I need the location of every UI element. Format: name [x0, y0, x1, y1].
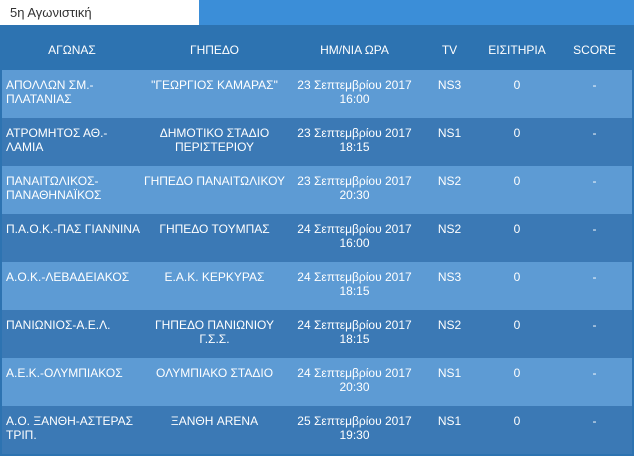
tv-cell: NS2: [437, 174, 462, 188]
fixtures-table: ΑΓΩΝΑΣ ΓΗΠΕΔΟ ΗΜ/ΝΙΑ ΩΡΑ TV ΕΙΣΙΤΗΡΙΑ SC…: [2, 29, 632, 454]
score-cell: -: [592, 318, 597, 332]
datetime-cell: 24 Σεπτεμβρίου 2017 20:30: [287, 358, 422, 406]
time-text: 18:15: [339, 140, 370, 154]
match-cell: Α.Ο. ΞΑΝΘΗ-ΑΣΤΕΡΑΣ ΤΡΙΠ.: [6, 414, 134, 442]
date-text: 23 Σεπτεμβρίου 2017: [297, 126, 412, 140]
table-row: ΑΠΟΛΛΩΝ ΣΜ.-ΠΛΑΤΑΝΙΑΣ "ΓΕΩΡΓΙΟΣ ΚΑΜΑΡΑΣ"…: [2, 70, 632, 118]
match-cell: ΠΑΝΑΙΤΩΛΙΚΟΣ-ΠΑΝΑΘΗΝΑΪΚΟΣ: [6, 174, 102, 202]
table-row: Α.Ο. ΞΑΝΘΗ-ΑΣΤΕΡΑΣ ΤΡΙΠ. ΞΑΝΘΗ ARENA 25 …: [2, 406, 632, 454]
tickets-cell: 0: [513, 222, 521, 236]
date-text: 24 Σεπτεμβρίου 2017: [297, 270, 412, 284]
tv-cell: NS1: [437, 126, 462, 140]
datetime-cell: 24 Σεπτεμβρίου 2017 18:15: [287, 310, 422, 358]
header-stadium: ΓΗΠΕΔΟ: [142, 29, 287, 70]
tab-matchday[interactable]: 5η Αγωνιστική: [0, 0, 199, 25]
header-match: ΑΓΩΝΑΣ: [2, 29, 142, 70]
date-text: 23 Σεπτεμβρίου 2017: [297, 78, 412, 92]
stadium-cell: ΓΗΠΕΔΟ ΤΟΥΜΠΑΣ: [159, 222, 270, 236]
date-text: 24 Σεπτεμβρίου 2017: [297, 222, 412, 236]
datetime-cell: 25 Σεπτεμβρίου 2017 19:30: [287, 406, 422, 454]
tickets-cell: 0: [513, 318, 521, 332]
match-cell: Π.Α.Ο.Κ.-ΠΑΣ ΓΙΑΝΝΙΝΑ: [6, 222, 141, 236]
stadium-cell: Ε.Α.Κ. ΚΕΡΚΥΡΑΣ: [164, 270, 265, 284]
score-cell: -: [592, 270, 597, 284]
tickets-cell: 0: [513, 414, 521, 428]
match-cell: Α.Ο.Κ.-ΛΕΒΑΔΕΙΑΚΟΣ: [6, 270, 130, 284]
table-row: ΠΑΝΙΩΝΙΟΣ-Α.Ε.Λ. ΓΗΠΕΔΟ ΠΑΝΙΩΝΙΟΥ Γ.Σ.Σ.…: [2, 310, 632, 358]
datetime-cell: 23 Σεπτεμβρίου 2017 20:30: [287, 166, 422, 214]
datetime-cell: 24 Σεπτεμβρίου 2017 16:00: [287, 214, 422, 262]
tv-cell: NS2: [437, 222, 462, 236]
match-cell: ΠΑΝΙΩΝΙΟΣ-Α.Ε.Λ.: [6, 318, 111, 332]
datetime-cell: 23 Σεπτεμβρίου 2017 16:00: [287, 70, 422, 118]
header-score: SCORE: [557, 29, 632, 70]
table-row: Π.Α.Ο.Κ.-ΠΑΣ ΓΙΑΝΝΙΝΑ ΓΗΠΕΔΟ ΤΟΥΜΠΑΣ 24 …: [2, 214, 632, 262]
header-tickets: ΕΙΣΙΤΗΡΙΑ: [477, 29, 557, 70]
tab-strip: 5η Αγωνιστική: [0, 0, 634, 25]
time-text: 20:30: [339, 188, 370, 202]
time-text: 19:30: [339, 428, 370, 442]
score-cell: -: [592, 222, 597, 236]
score-cell: -: [592, 366, 597, 380]
table-row: Α.Ο.Κ.-ΛΕΒΑΔΕΙΑΚΟΣ Ε.Α.Κ. ΚΕΡΚΥΡΑΣ 24 Σε…: [2, 262, 632, 310]
tv-cell: NS1: [437, 414, 462, 428]
match-cell: ΑΠΟΛΛΩΝ ΣΜ.-ΠΛΑΤΑΝΙΑΣ: [6, 78, 94, 106]
table-row: Α.Ε.Κ.-ΟΛΥΜΠΙΑΚΟΣ ΟΛΥΜΠΙΑΚΟ ΣΤΑΔΙΟ 24 Σε…: [2, 358, 632, 406]
fixtures-panel: ΑΓΩΝΑΣ ΓΗΠΕΔΟ ΗΜ/ΝΙΑ ΩΡΑ TV ΕΙΣΙΤΗΡΙΑ SC…: [0, 25, 634, 456]
header-tv: TV: [422, 29, 477, 70]
time-text: 20:30: [339, 380, 370, 394]
tickets-cell: 0: [513, 366, 521, 380]
tv-cell: NS1: [437, 366, 462, 380]
match-cell: ΑΤΡΟΜΗΤΟΣ ΑΘ.-ΛΑΜΙΑ: [6, 126, 108, 154]
tickets-cell: 0: [513, 270, 521, 284]
date-text: 23 Σεπτεμβρίου 2017: [297, 174, 412, 188]
datetime-cell: 23 Σεπτεμβρίου 2017 18:15: [287, 118, 422, 166]
score-cell: -: [592, 174, 597, 188]
score-cell: -: [592, 414, 597, 428]
tv-cell: NS3: [437, 270, 462, 284]
date-text: 24 Σεπτεμβρίου 2017: [297, 318, 412, 332]
table-row: ΑΤΡΟΜΗΤΟΣ ΑΘ.-ΛΑΜΙΑ ΔΗΜΟΤΙΚΟ ΣΤΑΔΙΟ ΠΕΡΙ…: [2, 118, 632, 166]
tv-cell: NS2: [437, 318, 462, 332]
date-text: 25 Σεπτεμβρίου 2017: [297, 414, 412, 428]
time-text: 18:15: [339, 332, 370, 346]
header-datetime: ΗΜ/ΝΙΑ ΩΡΑ: [287, 29, 422, 70]
table-row: ΠΑΝΑΙΤΩΛΙΚΟΣ-ΠΑΝΑΘΗΝΑΪΚΟΣ ΓΗΠΕΔΟ ΠΑΝΑΙΤΩ…: [2, 166, 632, 214]
stadium-cell: "ΓΕΩΡΓΙΟΣ ΚΑΜΑΡΑΣ": [151, 78, 278, 92]
stadium-cell: ΞΑΝΘΗ ARENA: [170, 414, 259, 428]
tv-cell: NS3: [437, 78, 462, 92]
stadium-cell: ΟΛΥΜΠΙΑΚΟ ΣΤΑΔΙΟ: [155, 366, 274, 380]
stadium-cell: ΓΗΠΕΔΟ ΠΑΝΙΩΝΙΟΥ Γ.Σ.Σ.: [155, 318, 274, 346]
stadium-cell: ΓΗΠΕΔΟ ΠΑΝΑΙΤΩΛΙΚΟΥ: [143, 174, 286, 188]
time-text: 18:15: [339, 284, 370, 298]
tickets-cell: 0: [513, 78, 521, 92]
time-text: 16:00: [339, 92, 370, 106]
score-cell: -: [592, 78, 597, 92]
stadium-cell: ΔΗΜΟΤΙΚΟ ΣΤΑΔΙΟ ΠΕΡΙΣΤΕΡΙΟΥ: [159, 126, 270, 154]
match-cell: Α.Ε.Κ.-ΟΛΥΜΠΙΑΚΟΣ: [6, 366, 123, 380]
score-cell: -: [592, 126, 597, 140]
time-text: 16:00: [339, 236, 370, 250]
datetime-cell: 24 Σεπτεμβρίου 2017 18:15: [287, 262, 422, 310]
tickets-cell: 0: [513, 126, 521, 140]
date-text: 24 Σεπτεμβρίου 2017: [297, 366, 412, 380]
tickets-cell: 0: [513, 174, 521, 188]
table-header-row: ΑΓΩΝΑΣ ΓΗΠΕΔΟ ΗΜ/ΝΙΑ ΩΡΑ TV ΕΙΣΙΤΗΡΙΑ SC…: [2, 29, 632, 70]
